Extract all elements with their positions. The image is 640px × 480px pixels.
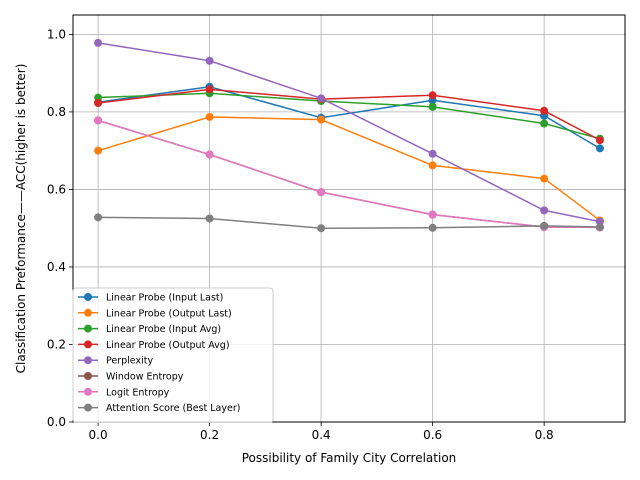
- series-line: [98, 216, 600, 229]
- data-point: [428, 161, 437, 170]
- data-point: [317, 115, 326, 124]
- series-line: [97, 119, 600, 229]
- legend-label: Linear Probe (Output Avg): [106, 340, 230, 351]
- data-point: [428, 91, 437, 100]
- series-line: [97, 88, 601, 141]
- data-point: [94, 146, 103, 155]
- y-axis-label: Classification Preformance——ACC(higher i…: [14, 64, 28, 374]
- data-point: [540, 119, 549, 128]
- y-tick-label: 0.6: [47, 182, 66, 196]
- data-point: [428, 210, 437, 219]
- series-line: [97, 42, 601, 223]
- legend-entry: Linear Probe (Input Last): [78, 293, 223, 304]
- series-layer: [94, 38, 604, 233]
- y-tick-label: 1.0: [47, 27, 66, 41]
- legend-entry: Linear Probe (Output Last): [78, 308, 232, 319]
- data-point: [540, 106, 549, 115]
- legend-swatch-marker: [84, 387, 92, 396]
- data-point: [205, 150, 214, 159]
- data-point: [94, 116, 103, 125]
- data-point: [428, 102, 437, 111]
- x-tick-label: 0.0: [89, 428, 108, 442]
- x-tick-label: 0.8: [535, 428, 554, 442]
- series-line: [97, 116, 601, 222]
- legend-entry: Window Entropy: [78, 372, 184, 383]
- legend-swatch-marker: [84, 293, 92, 301]
- x-tick-label: 0.4: [312, 428, 331, 442]
- x-tick-label: 0.2: [200, 428, 219, 442]
- legend-swatch-marker: [84, 372, 92, 380]
- data-point: [205, 214, 214, 223]
- data-point: [205, 112, 214, 121]
- legend-swatch-marker: [84, 356, 92, 365]
- series-4: [94, 38, 604, 226]
- data-point: [94, 213, 103, 222]
- legend-label: Attention Score (Best Layer): [106, 403, 240, 414]
- data-point: [540, 206, 549, 215]
- legend-label: Linear Probe (Output Last): [106, 308, 232, 319]
- legend-entry: Logit Entropy: [78, 387, 170, 398]
- series-7: [94, 213, 604, 233]
- ticks: 0.0 0.2 0.4 0.6 0.8 0.0 0.2 0.4 0.6 0.8 1.0: [47, 27, 554, 442]
- data-point: [428, 149, 437, 158]
- data-point: [317, 188, 326, 197]
- series-5: [94, 116, 604, 232]
- data-point: [540, 174, 549, 183]
- data-point: [595, 223, 604, 232]
- legend-swatch-marker: [84, 340, 92, 349]
- data-point: [428, 223, 437, 232]
- legend-swatch-marker: [84, 403, 92, 412]
- axes-frame: [72, 14, 626, 423]
- series-line: [97, 85, 601, 149]
- legend-entry: Perplexity: [78, 356, 153, 367]
- y-tick-label: 0.0: [47, 415, 66, 429]
- legend-swatch-marker: [84, 324, 92, 333]
- y-tick-label: 0.8: [47, 105, 66, 119]
- data-point: [205, 85, 214, 94]
- legend-entry: Attention Score (Best Layer): [78, 403, 240, 414]
- data-point: [595, 144, 604, 153]
- series-line: [98, 92, 601, 140]
- series-6: [94, 116, 604, 232]
- data-point: [317, 224, 326, 233]
- legend-entry: Linear Probe (Output Avg): [78, 340, 230, 351]
- series-3: [94, 85, 604, 145]
- data-point: [94, 38, 103, 47]
- legend-label: Window Entropy: [106, 372, 184, 383]
- data-point: [317, 94, 326, 103]
- series-2: [94, 89, 604, 143]
- legend-label: Linear Probe (Input Last): [106, 293, 223, 304]
- x-tick-label: 0.6: [423, 428, 442, 442]
- x-axis-label: Possibility of Family City Correlation: [242, 451, 457, 465]
- y-tick-label: 0.2: [47, 337, 66, 351]
- data-point: [540, 221, 549, 230]
- data-point: [595, 136, 604, 145]
- series-line: [97, 119, 600, 229]
- legend-label: Linear Probe (Input Avg): [106, 324, 221, 335]
- legend-swatch-marker: [84, 308, 92, 317]
- data-point: [94, 98, 103, 107]
- legend-entry: Linear Probe (Input Avg): [78, 324, 221, 335]
- legend-box: [72, 287, 274, 423]
- legend: Linear Probe (Input Last) Linear Probe (O…: [72, 287, 274, 423]
- legend-label: Perplexity: [106, 356, 153, 367]
- y-tick-label: 0.4: [47, 260, 66, 274]
- legend-label: Logit Entropy: [106, 387, 170, 398]
- series-1: [94, 112, 604, 225]
- data-point: [205, 56, 214, 65]
